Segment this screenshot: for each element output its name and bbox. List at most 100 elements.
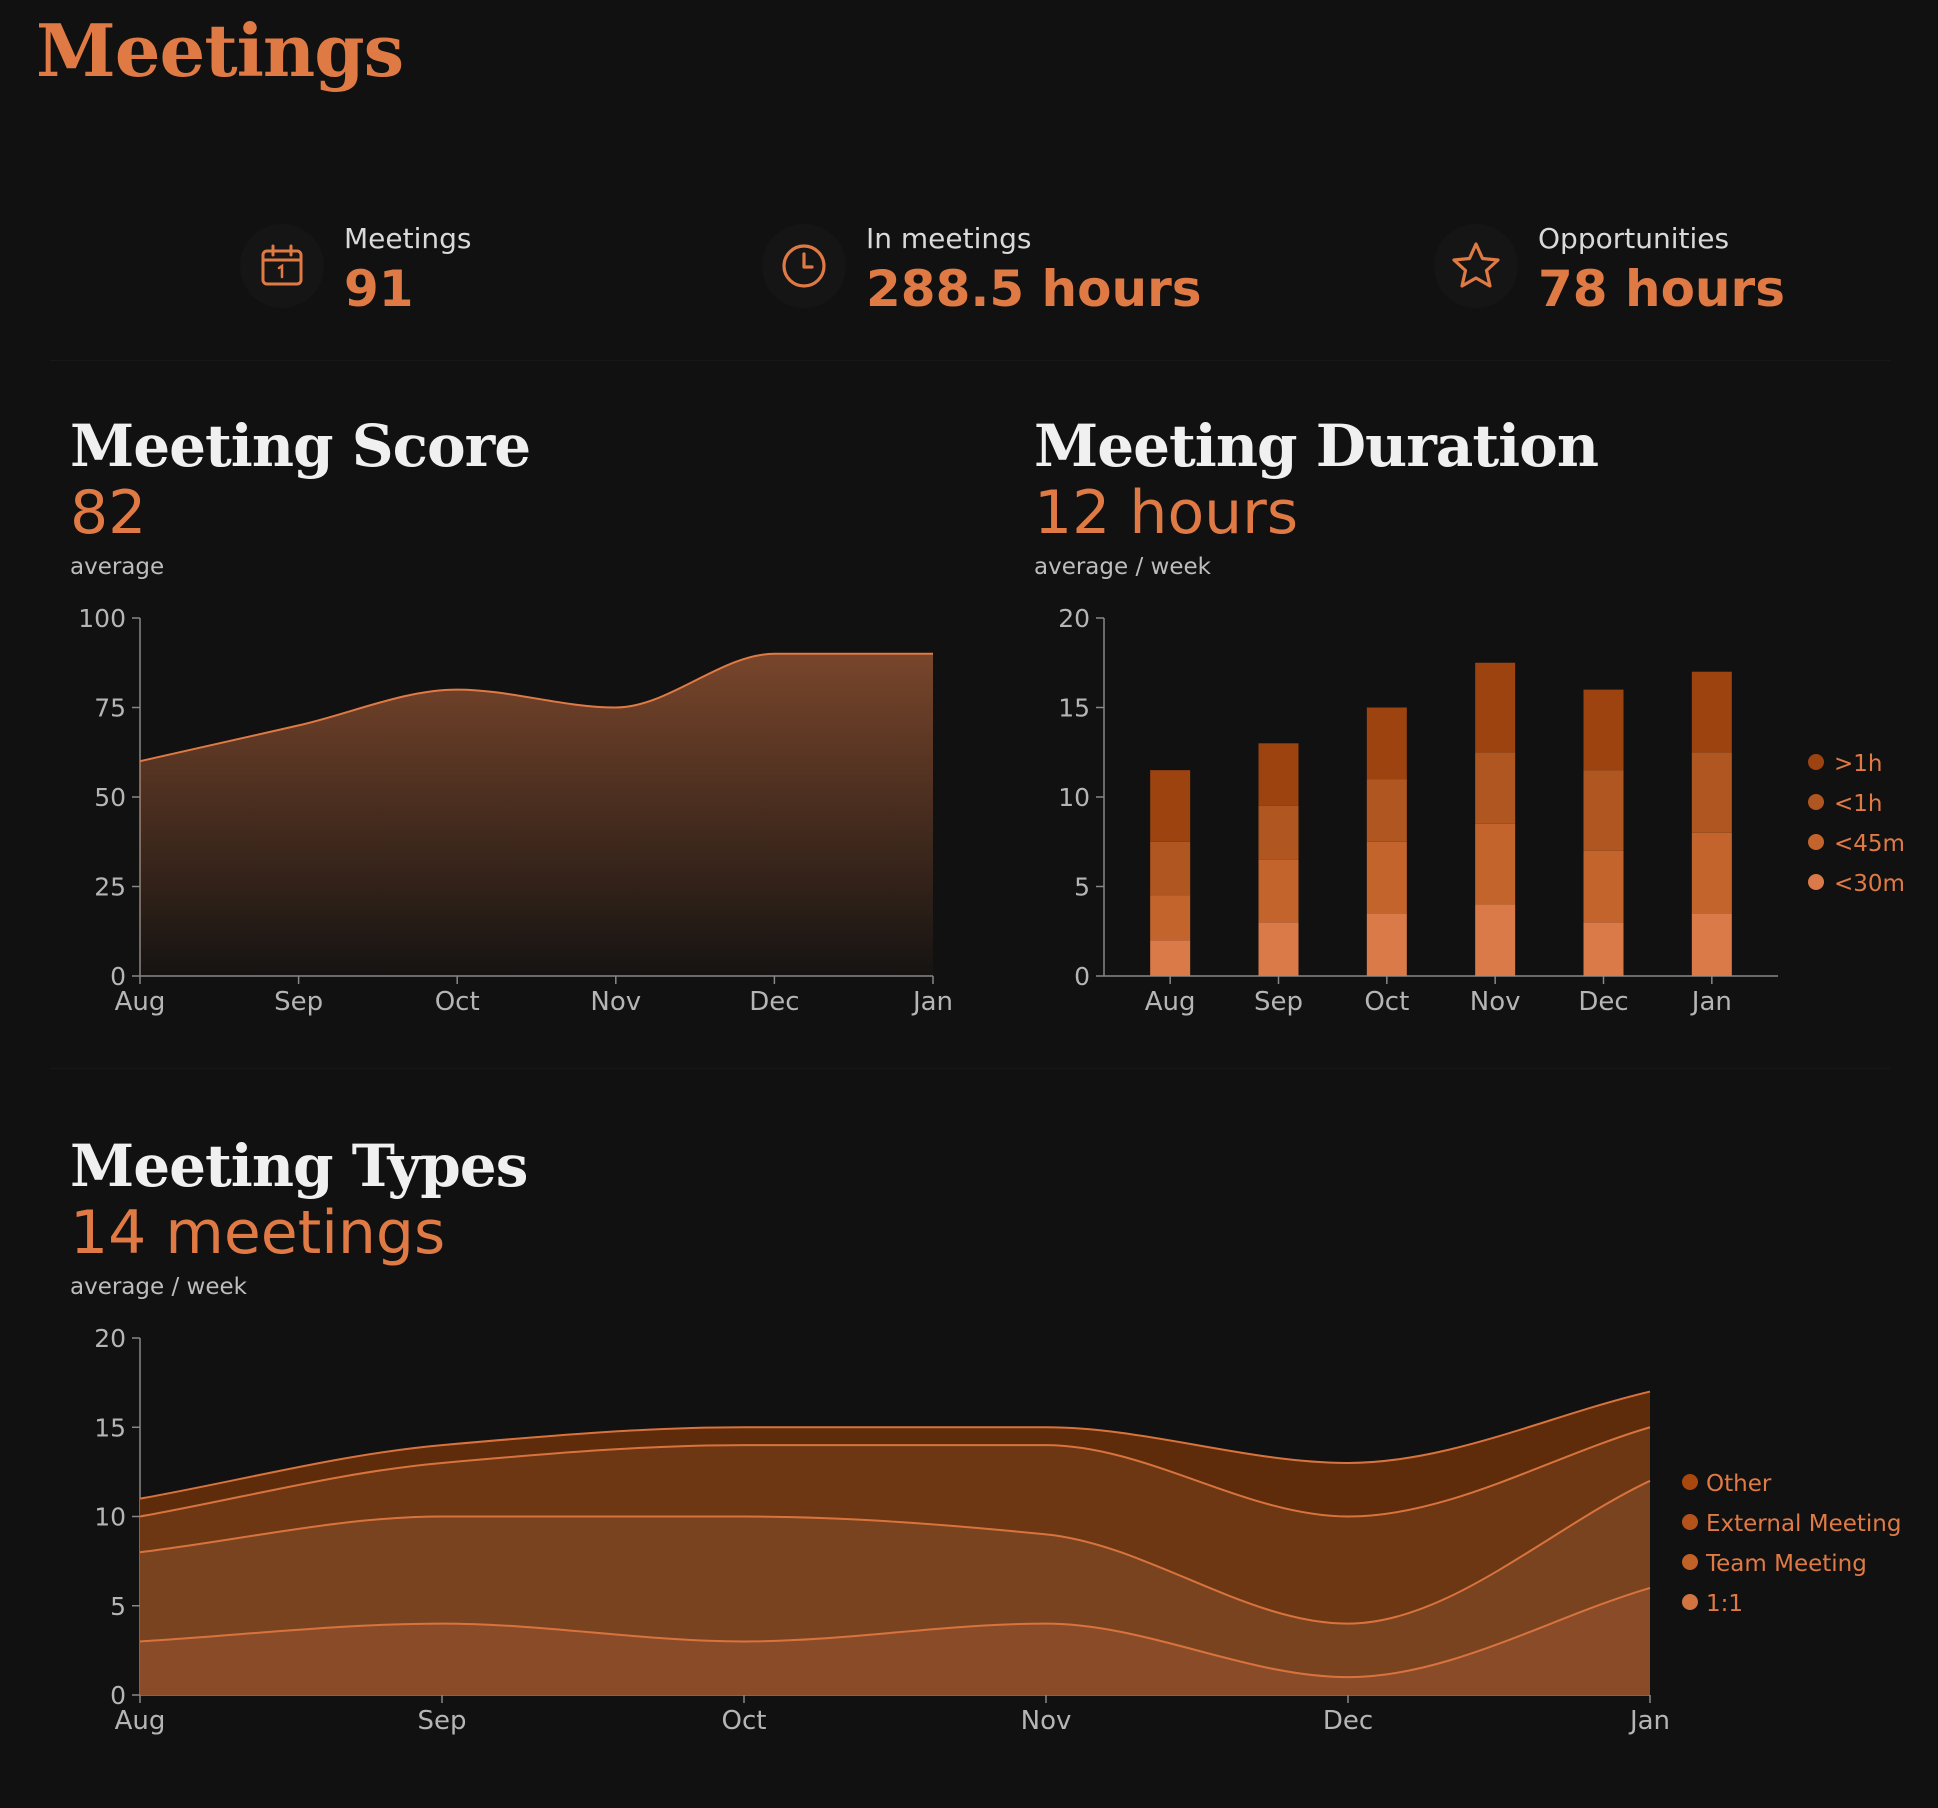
score-x-tick-label: Jan [911, 987, 953, 1017]
duration-bar-segment [1475, 823, 1516, 905]
duration-legend-label: <45m [1834, 831, 1905, 857]
types-y-tick-label: 10 [94, 1503, 126, 1532]
duration-bar-segment [1366, 841, 1407, 914]
duration-bar-segment [1258, 859, 1299, 923]
duration-bar-segment [1691, 832, 1732, 914]
duration-x-tick-label: Dec [1578, 987, 1628, 1017]
panel-title: Meeting Types [70, 1132, 528, 1200]
duration-bar-segment [1258, 743, 1299, 806]
duration-x-tick-label: Sep [1254, 987, 1303, 1017]
score-x-tick-label: Dec [749, 987, 799, 1017]
duration-x-tick-label: Nov [1470, 987, 1521, 1017]
duration-bar-segment [1475, 752, 1516, 824]
duration-bar-segment [1150, 841, 1191, 896]
types-area [140, 1587, 1650, 1695]
duration-bar-segment [1583, 770, 1624, 851]
duration-bar-segment [1150, 940, 1191, 976]
kpi-label: In meetings [866, 222, 1032, 255]
panel-value: 14 meetings [70, 1198, 446, 1268]
types-y-tick-label: 0 [110, 1681, 126, 1710]
star-icon [1434, 224, 1518, 308]
duration-bar-segment [1691, 671, 1732, 753]
duration-x-tick-label: Jan [1690, 987, 1732, 1017]
panel-title: Meeting Score [70, 412, 531, 480]
types-legend-swatch [1682, 1514, 1698, 1530]
types-legend-label: Other [1706, 1471, 1772, 1497]
types-y-tick-label: 20 [94, 1324, 126, 1353]
types-legend-label: Team Meeting [1705, 1551, 1867, 1577]
score-y-tick-label: 100 [78, 604, 126, 633]
score-x-tick-label: Nov [590, 987, 641, 1017]
score-x-tick-label: Aug [115, 987, 166, 1017]
score-x-tick-label: Sep [274, 987, 323, 1017]
score-area [140, 653, 933, 976]
duration-bar-segment [1583, 922, 1624, 976]
kpi-row: Meetings 91 In meetings 288.5 hours Oppo… [50, 180, 1890, 361]
types-legend-label: External Meeting [1706, 1511, 1901, 1537]
kpi-value: 78 hours [1538, 260, 1785, 318]
duration-legend-swatch [1808, 794, 1824, 810]
duration-bar-segment [1691, 752, 1732, 833]
types-line [139, 1479, 1651, 1625]
duration-legend-label: <30m [1834, 871, 1905, 897]
panel-subtitle: average / week [70, 1274, 247, 1300]
duration-bar-segment [1258, 805, 1299, 860]
duration-y-tick-label: 10 [1058, 783, 1090, 812]
score-line [139, 652, 933, 763]
panel-title: Meeting Duration [1034, 412, 1599, 480]
duration-x-tick-label: Oct [1364, 987, 1409, 1017]
duration-legend-swatch [1808, 874, 1824, 890]
panel-subtitle: average / week [1034, 554, 1211, 580]
panel-value: 12 hours [1034, 478, 1299, 548]
types-x-tick-label: Sep [417, 1706, 466, 1736]
duration-legend-swatch [1808, 754, 1824, 770]
panel-value: 82 [70, 478, 147, 548]
duration-bar-segment [1258, 922, 1299, 976]
types-x-tick-label: Aug [115, 1706, 166, 1736]
calendar-icon [240, 224, 324, 308]
duration-bar-segment [1366, 779, 1407, 842]
duration-bar-segment [1366, 913, 1407, 976]
panel-subtitle: average [70, 554, 165, 580]
kpi-value: 288.5 hours [866, 260, 1202, 318]
types-y-tick-label: 5 [110, 1592, 126, 1621]
duration-bar-segment [1150, 770, 1191, 842]
types-legend-swatch [1682, 1594, 1698, 1610]
score-y-tick-label: 50 [94, 783, 126, 812]
duration-y-tick-label: 5 [1074, 873, 1090, 902]
types-legend-swatch [1682, 1474, 1698, 1490]
types-x-tick-label: Dec [1323, 1706, 1373, 1736]
kpi-label: Opportunities [1538, 222, 1730, 255]
clock-icon [762, 224, 846, 308]
duration-bar-segment [1691, 913, 1732, 976]
duration-y-tick-label: 0 [1074, 962, 1090, 991]
score-y-tick-label: 25 [94, 873, 126, 902]
types-legend-label: 1:1 [1706, 1591, 1743, 1617]
duration-legend-swatch [1808, 834, 1824, 850]
kpi-label: Meetings [344, 222, 472, 255]
duration-legend-label: <1h [1834, 791, 1882, 817]
duration-bar-segment [1475, 904, 1516, 976]
duration-bar-segment [1366, 707, 1407, 780]
page-title: Meetings [36, 8, 404, 93]
types-y-tick-label: 15 [94, 1413, 126, 1442]
duration-bar-segment [1475, 662, 1516, 753]
score-x-tick-label: Oct [435, 987, 480, 1017]
types-line [139, 1426, 1651, 1518]
kpi-value: 91 [344, 260, 414, 318]
score-y-tick-label: 0 [110, 962, 126, 991]
duration-y-tick-label: 20 [1058, 604, 1090, 633]
duration-bar-segment [1583, 850, 1624, 923]
types-x-tick-label: Oct [722, 1706, 767, 1736]
types-legend-swatch [1682, 1554, 1698, 1570]
types-line [139, 1586, 1651, 1679]
duration-legend-label: >1h [1834, 751, 1882, 777]
duration-x-tick-label: Aug [1145, 987, 1196, 1017]
duration-y-tick-label: 15 [1058, 694, 1090, 723]
section-divider [50, 1068, 1890, 1069]
duration-bar-segment [1150, 895, 1191, 941]
types-x-tick-label: Nov [1021, 1706, 1072, 1736]
duration-bar-segment [1583, 689, 1624, 771]
types-line [139, 1390, 1651, 1500]
